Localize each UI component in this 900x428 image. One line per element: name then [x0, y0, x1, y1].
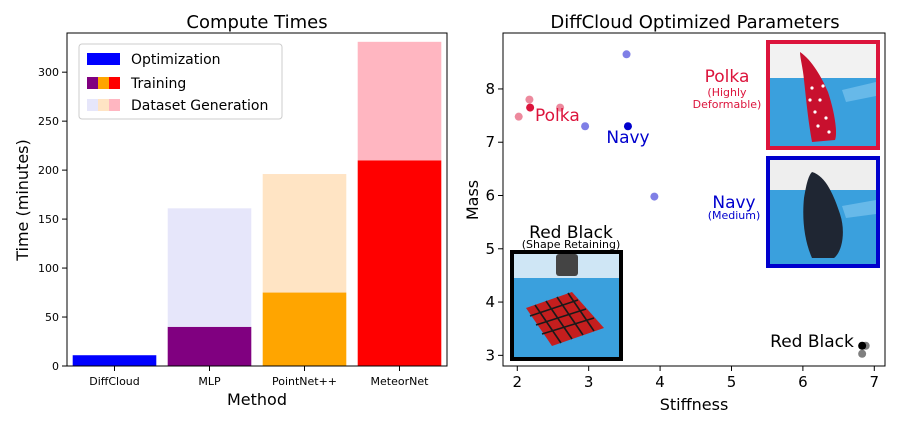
y-tick-label: 3	[485, 346, 495, 364]
bar-mlp-dataset-generation	[167, 208, 252, 327]
x-tick-label: 7	[870, 373, 880, 391]
navy-annotation-desc: (Medium)	[708, 209, 761, 222]
bar-meteornet-dataset-generation	[357, 41, 442, 161]
chart2-title: DiffCloud Optimized Parameters	[550, 12, 839, 33]
polka-annotation-desc-1: (Highly	[707, 86, 747, 99]
legend-swatch-dataset-pointnet	[98, 99, 109, 111]
bar-mlp-training	[167, 326, 252, 366]
legend-swatch-training-meteornet	[109, 77, 120, 89]
navy-cloth-photo	[766, 156, 880, 268]
y-tick-label: 300	[38, 66, 59, 79]
optimum-point-red-black	[858, 341, 867, 350]
polka-point-label: Polka	[535, 106, 580, 126]
y-tick-label: 6	[485, 187, 495, 205]
bar-meteornet-training	[357, 160, 442, 366]
point-polka	[556, 103, 565, 112]
y-tick-label: 200	[38, 164, 59, 177]
compute-times-chart: Compute Times 0 50 100 150 200 250 300 DiffClo…	[13, 12, 448, 409]
x-tick-label: 4	[655, 373, 665, 391]
chart1-plot-frame	[66, 32, 448, 367]
bar-pointnet-dataset-generation	[262, 174, 347, 293]
chart1-x-label: Method	[227, 390, 287, 409]
y-tick-label: 250	[38, 115, 59, 128]
optimum-point-polka	[526, 103, 535, 112]
legend-swatch-training-pointnet	[98, 77, 109, 89]
chart2-plot-frame	[502, 32, 886, 367]
y-tick-label: 8	[485, 80, 495, 98]
chart2-y-label: Mass	[463, 180, 482, 220]
chart2-points	[514, 50, 870, 358]
legend-swatch-optimization	[87, 53, 120, 65]
point-navy	[650, 192, 659, 201]
x-tick-label: 2	[513, 373, 523, 391]
chart1-bars	[72, 41, 442, 366]
chart1-y-label: Time (minutes)	[13, 139, 32, 262]
point-polka	[514, 112, 523, 121]
chart1-x-ticks: DiffCloud MLP PointNet++ MeteorNet	[89, 366, 429, 388]
y-tick-label: 5	[485, 240, 495, 258]
x-tick-label-diffcloud: DiffCloud	[89, 375, 140, 388]
chart2-x-label: Stiffness	[660, 395, 729, 414]
polka-annotation-desc-2: Deformable)	[693, 98, 762, 111]
optimum-point-navy	[623, 122, 632, 131]
chart2-x-ticks: 2 3 4 5 6 7	[513, 366, 880, 391]
chart1-y-ticks: 0 50 100 150 200 250 300	[38, 66, 67, 373]
point-polka	[525, 95, 534, 104]
y-tick-label: 50	[45, 311, 59, 324]
polka-annotation-name: Polka	[705, 67, 750, 87]
legend-swatch-dataset-mlp	[87, 99, 98, 111]
point-navy	[622, 50, 631, 59]
chart1-title: Compute Times	[186, 12, 327, 33]
point-navy	[581, 122, 590, 131]
legend-swatch-training-mlp	[87, 77, 98, 89]
y-tick-label: 0	[52, 360, 59, 373]
y-tick-label: 4	[485, 293, 495, 311]
redblack-point-label: Red Black	[770, 332, 854, 352]
x-tick-label-mlp: MLP	[198, 375, 221, 388]
navy-point-label: Navy	[606, 128, 649, 148]
navy-annotation-name: Navy	[712, 193, 755, 213]
y-tick-label: 150	[38, 213, 59, 226]
point-red-black	[858, 349, 867, 358]
x-tick-label: 3	[584, 373, 594, 391]
chart1-legend: Optimization Training Dataset Generation	[78, 43, 283, 120]
legend-label-dataset-generation: Dataset Generation	[131, 98, 268, 114]
chart2-y-ticks: 3 4 5 6 7 8	[485, 80, 503, 364]
x-tick-label-meteornet: MeteorNet	[371, 375, 430, 388]
polka-cloth-photo	[766, 40, 880, 150]
redblack-annotation-name: Red Black	[529, 223, 613, 243]
bar-diffcloud-optimization	[72, 355, 157, 366]
x-tick-label: 5	[727, 373, 737, 391]
bar-pointnet-training	[262, 292, 347, 366]
y-tick-label: 7	[485, 133, 495, 151]
legend-label-training: Training	[130, 76, 186, 92]
x-tick-label-pointnet: PointNet++	[272, 375, 337, 388]
legend-label-optimization: Optimization	[131, 52, 221, 68]
legend-frame	[78, 43, 283, 120]
legend-swatch-dataset-meteornet	[109, 99, 120, 111]
y-tick-label: 100	[38, 262, 59, 275]
redblack-cloth-photo	[510, 250, 623, 361]
x-tick-label: 6	[798, 373, 808, 391]
redblack-annotation-desc: (Shape Retaining)	[522, 238, 621, 251]
